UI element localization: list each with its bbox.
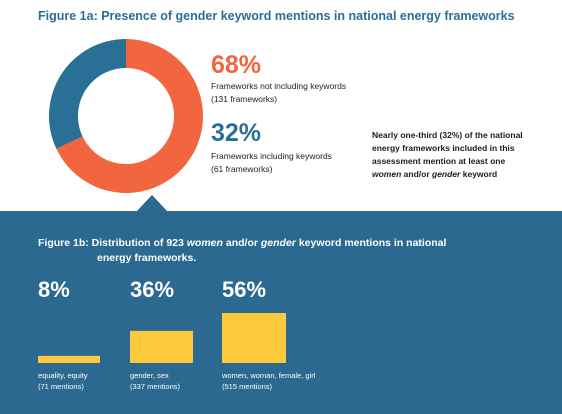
bar-mentions-label-1: (71 mentions) — [38, 382, 84, 391]
bar-1 — [38, 355, 100, 363]
panel-pointer — [136, 195, 168, 212]
donut-chart — [48, 39, 203, 194]
title-line2: energy frameworks. — [97, 252, 197, 264]
title-and-or: and/or — [225, 237, 258, 249]
figure-1b-panel — [0, 211, 562, 414]
bar-value-label-3: 56% — [222, 277, 267, 302]
bar-category-label-2: gender, sex — [130, 371, 169, 380]
bar-mentions-label-3: (515 mentions) — [222, 382, 273, 391]
not-including-label: Frameworks not including keywords — [211, 81, 347, 91]
including-percent: 32% — [211, 119, 262, 147]
bar-mentions-label-2: (337 mentions) — [130, 382, 181, 391]
bar-category-label-3: women, woman, female, girl — [222, 371, 316, 380]
bar-value-label-2: 36% — [130, 277, 175, 302]
bar-value-label-1: 8% — [38, 277, 70, 302]
donut-slice-not-including — [56, 39, 203, 194]
figure-1a-note: Nearly one-third (32%) of the national e… — [372, 129, 532, 181]
figure-1a-title: Figure 1a: Presence of gender keyword me… — [38, 9, 515, 23]
not-including-count: (131 frameworks) — [211, 94, 278, 104]
not-including-percent: 68% — [211, 51, 262, 79]
title-gender: gender — [260, 237, 296, 249]
title-part-a: Figure 1b: Distribution of 923 — [38, 237, 184, 249]
note-text: Nearly one-third (32%) of the national e… — [372, 130, 523, 166]
note-women: women — [372, 169, 402, 179]
bar-category-label-1: equality, equity — [38, 371, 88, 380]
bar-2 — [130, 330, 193, 363]
figure-1b-title: Figure 1b: Distribution of 923 women and… — [38, 236, 488, 266]
donut-slice-including — [48, 39, 127, 149]
bar-3 — [222, 313, 286, 363]
including-count: (61 frameworks) — [211, 164, 273, 174]
note-keyword: keyword — [462, 169, 498, 179]
note-gender: gender — [432, 169, 461, 179]
note-and-or: and/or — [403, 169, 430, 179]
title-women: women — [186, 237, 223, 249]
title-part-c: keyword mentions in national — [298, 237, 447, 249]
including-label: Frameworks including keywords — [211, 151, 332, 161]
